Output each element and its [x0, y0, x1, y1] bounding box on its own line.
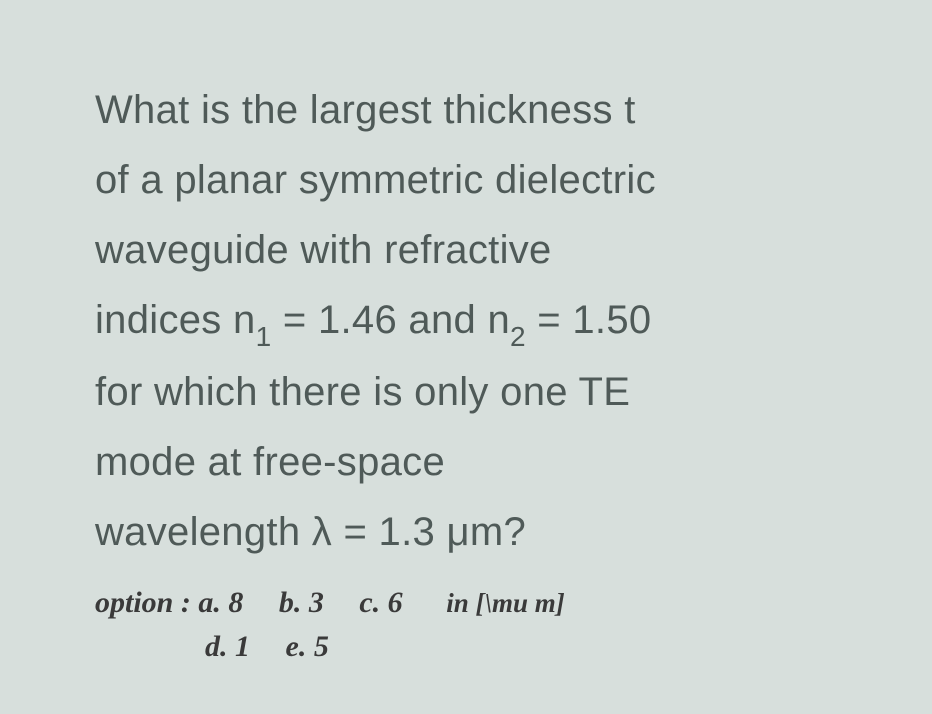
q4-part-b: = 1.46 and n — [271, 298, 510, 342]
option-a: a. 8 — [198, 586, 243, 619]
subscript-2: 2 — [510, 321, 526, 352]
question-block: What is the largest thickness t of a pla… — [95, 75, 872, 567]
option-e: e. 5 — [286, 625, 329, 669]
question-line-2: of a planar symmetric dielectric — [95, 145, 872, 215]
question-line-7: wavelength λ = 1.3 μm? — [95, 497, 872, 567]
q4-part-c: = 1.50 — [526, 298, 652, 342]
option-c: c. 6 — [359, 581, 402, 625]
question-line-6: mode at free-space — [95, 427, 872, 497]
question-line-1: What is the largest thickness t — [95, 75, 872, 145]
q4-part-a: indices n — [95, 298, 256, 342]
subscript-1: 1 — [256, 321, 272, 352]
question-line-5: for which there is only one TE — [95, 357, 872, 427]
option-prefix-text: option : — [95, 586, 198, 619]
options-line-1: option : a. 8 b. 3 c. 6 in [\mu m] — [95, 581, 872, 625]
question-line-4: indices n1 = 1.46 and n2 = 1.50 — [95, 285, 872, 357]
option-d: d. 1 — [205, 625, 250, 669]
option-b: b. 3 — [279, 581, 324, 625]
question-line-3: waveguide with refractive — [95, 215, 872, 285]
unit-label: in [\mu m] — [446, 588, 565, 618]
options-line-2: d. 1 e. 5 — [205, 625, 872, 669]
option-prefix: option : a. 8 — [95, 581, 243, 625]
options-block: option : a. 8 b. 3 c. 6 in [\mu m] d. 1 … — [95, 581, 872, 668]
